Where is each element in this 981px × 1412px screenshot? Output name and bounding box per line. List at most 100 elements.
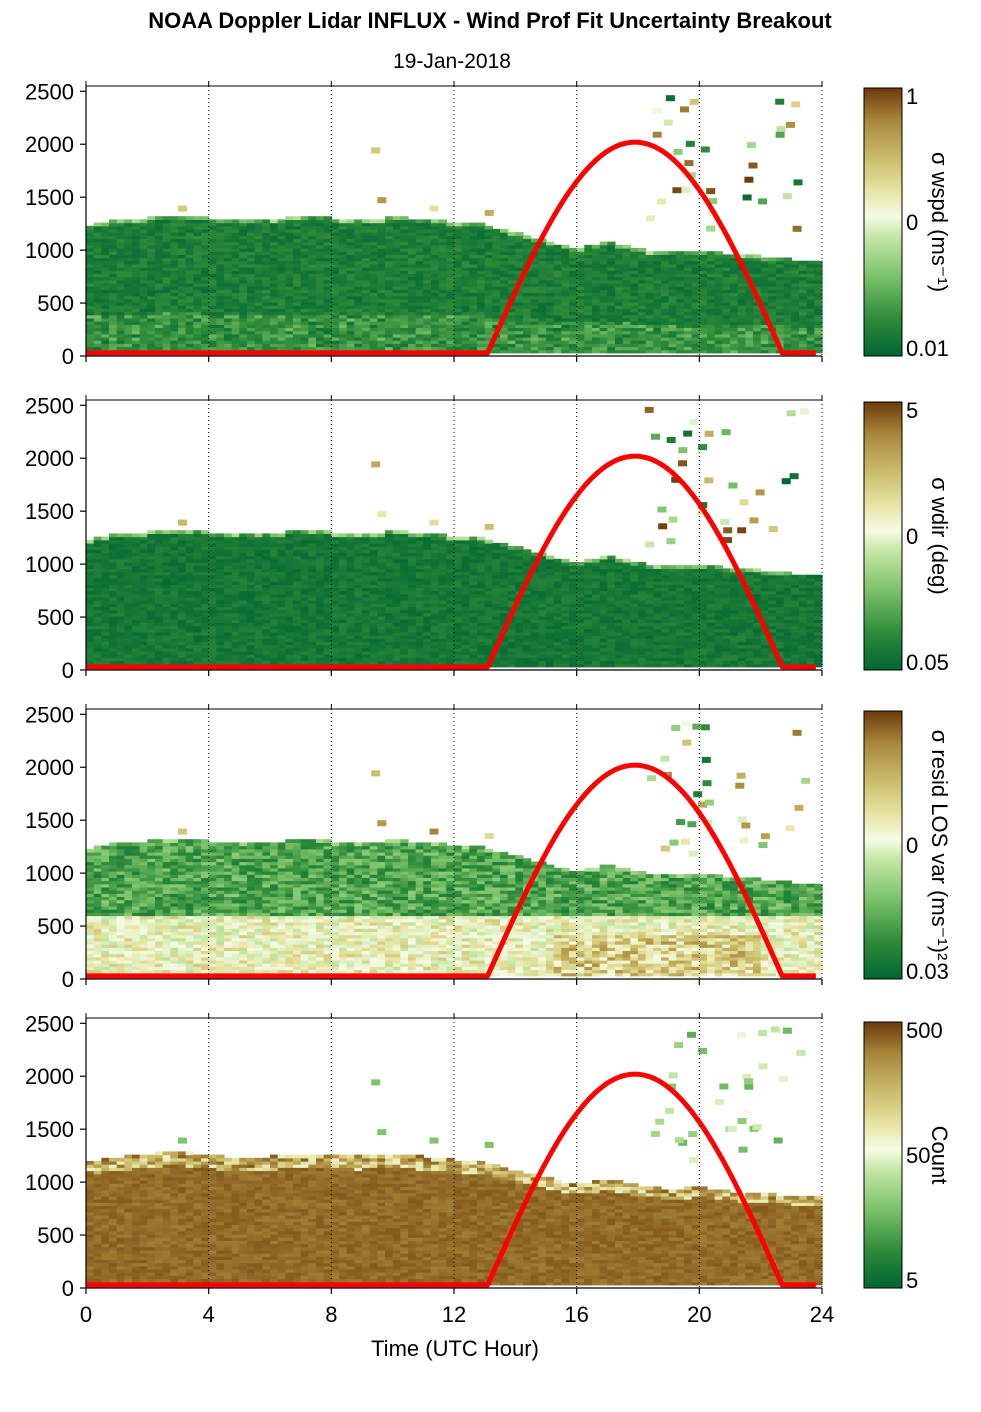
heatmap-cell: [599, 317, 608, 322]
heatmap-cell: [308, 254, 317, 259]
heatmap-cell: [254, 254, 263, 259]
heatmap-cell: [277, 619, 286, 623]
heatmap-cell: [208, 609, 217, 614]
heatmap-cell: [569, 324, 578, 328]
heatmap-cell: [408, 257, 417, 262]
heatmap-cell: [224, 647, 233, 652]
heatmap-cell: [339, 336, 348, 341]
heatmap-cell: [185, 292, 194, 297]
heatmap-cell: [185, 657, 194, 662]
heatmap-cell: [408, 308, 417, 313]
heatmap-cell: [185, 558, 194, 563]
heatmap-cell: [239, 628, 248, 633]
heatmap-cell: [653, 276, 662, 281]
heatmap-cell: [730, 327, 739, 332]
heatmap-cell: [622, 336, 631, 341]
heatmap-cell: [216, 282, 225, 287]
heatmap-cell: [477, 343, 486, 348]
heatmap-cell: [523, 346, 532, 351]
heatmap-cell: [193, 219, 202, 224]
heatmap-cell: [392, 308, 401, 313]
heatmap-cell: [454, 314, 463, 319]
heatmap-cell: [408, 273, 417, 278]
heatmap-cell: [339, 263, 348, 268]
heatmap-cell: [615, 311, 624, 316]
heatmap-cell: [737, 333, 746, 338]
heatmap-cell: [400, 225, 409, 230]
heatmap-cell: [224, 232, 233, 236]
heatmap-cell: [155, 577, 164, 582]
heatmap-cell: [561, 295, 570, 300]
heatmap-cell: [300, 244, 309, 249]
heatmap-cell: [515, 267, 524, 271]
heatmap-cell: [193, 254, 202, 259]
heatmap-cell: [193, 622, 202, 627]
heatmap-cell: [109, 654, 118, 658]
heatmap-cell: [530, 327, 539, 332]
heatmap-cell: [323, 276, 332, 281]
heatmap-cell: [224, 254, 233, 259]
heatmap-cell: [300, 241, 309, 246]
heatmap-cell: [224, 609, 233, 614]
heatmap-cell: [431, 302, 440, 306]
heatmap-cell: [469, 282, 478, 287]
heatmap-cell: [178, 317, 187, 322]
heatmap-cell: [293, 251, 302, 255]
heatmap-cell: [262, 343, 271, 348]
heatmap-cell: [254, 638, 263, 642]
heatmap-cell: [354, 340, 363, 344]
heatmap-cell: [147, 232, 156, 236]
heatmap-cell: [170, 593, 179, 598]
heatmap-cell: [676, 340, 685, 344]
heatmap-cell: [277, 584, 286, 588]
heatmap-cell: [86, 340, 95, 344]
heatmap-cell: [254, 568, 263, 573]
heatmap-cell: [139, 248, 148, 252]
heatmap-cell: [592, 340, 601, 344]
heatmap-cell: [277, 279, 286, 284]
heatmap-cell: [308, 225, 317, 230]
heatmap-cell: [538, 336, 547, 341]
heatmap-cell: [109, 333, 118, 338]
heatmap-cell: [116, 257, 125, 262]
heatmap-cell: [147, 549, 156, 554]
heatmap-cell: [201, 333, 210, 338]
heatmap-cell: [415, 251, 424, 255]
heatmap-cell: [139, 336, 148, 341]
heatmap-cell: [216, 590, 225, 595]
heatmap-cell: [523, 292, 532, 297]
heatmap-cell: [139, 244, 148, 249]
heatmap-cell: [101, 619, 110, 623]
heatmap-cell: [86, 267, 95, 271]
heatmap-cell: [599, 267, 608, 271]
heatmap-cell: [569, 273, 578, 278]
heatmap-cell: [477, 254, 486, 259]
heatmap-cell: [663, 119, 673, 126]
heatmap-cell: [262, 324, 271, 328]
heatmap-cell: [254, 232, 263, 236]
heatmap-cell: [354, 270, 363, 274]
heatmap-cell: [147, 619, 156, 623]
heatmap-cell: [676, 314, 685, 319]
heatmap-cell: [553, 295, 562, 300]
heatmap-cell: [446, 251, 455, 255]
heatmap-cell: [446, 270, 455, 274]
heatmap-cell: [147, 622, 156, 627]
heatmap-cell: [285, 311, 294, 316]
heatmap-cell: [722, 314, 731, 319]
heatmap-cell: [247, 577, 256, 582]
heatmap-cell: [300, 260, 309, 265]
heatmap-cell: [147, 333, 156, 338]
heatmap-cell: [676, 273, 685, 278]
heatmap-cell: [155, 530, 164, 534]
heatmap-cell: [638, 327, 647, 332]
heatmap-cell: [477, 305, 486, 309]
heatmap-cell: [109, 635, 118, 639]
heatmap-cell: [155, 641, 164, 646]
heatmap-cell: [239, 546, 248, 550]
heatmap-cell: [599, 295, 608, 300]
heatmap-cell: [323, 286, 332, 290]
heatmap-cell: [132, 577, 141, 582]
heatmap-cell: [285, 302, 294, 306]
heatmap-cell: [216, 650, 225, 655]
